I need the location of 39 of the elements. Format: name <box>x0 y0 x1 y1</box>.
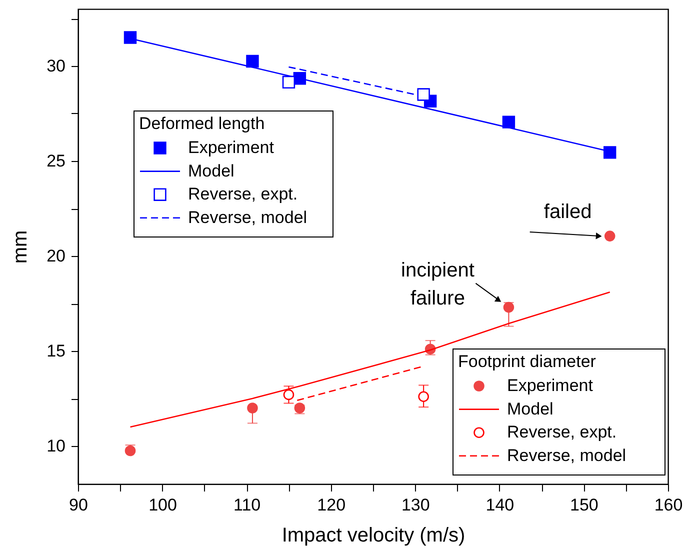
point <box>247 402 258 414</box>
y-axis-title: mm <box>10 230 32 264</box>
annotation: incipient failure <box>401 259 475 310</box>
text: Deformed length <box>139 114 265 133</box>
x-tick-label: 110 <box>234 496 261 514</box>
point <box>417 88 430 101</box>
x-tick-label: 100 <box>148 496 177 514</box>
legend-label: Reverse, expt. <box>507 422 617 442</box>
x-tick-label: 140 <box>486 496 514 514</box>
point <box>124 31 137 44</box>
y-tick-label: 25 <box>46 152 66 170</box>
x-tick-label: 90 <box>69 496 88 514</box>
legend-label: Reverse, expt. <box>188 184 298 204</box>
x-tick-label: 160 <box>654 496 683 514</box>
point <box>503 302 514 313</box>
legend-label: Experiment <box>188 138 274 157</box>
point <box>604 230 616 242</box>
y-tick-label: 10 <box>46 436 66 456</box>
legend-label: Model <box>507 399 554 418</box>
y-tick-label: 20 <box>46 246 66 266</box>
legend-label: Model <box>188 161 234 180</box>
point <box>282 76 296 88</box>
point <box>124 445 136 456</box>
legend-label: Reverse, model <box>188 208 308 227</box>
y-tick-label: 30 <box>46 56 66 76</box>
x-tick-label: 130 <box>401 496 430 514</box>
x-tick-label: 150 <box>570 496 598 514</box>
annotation: failed <box>544 201 592 224</box>
point <box>246 54 259 68</box>
point <box>603 146 616 159</box>
point <box>502 116 516 128</box>
point <box>283 389 294 400</box>
text: Footprint diameter <box>458 352 596 371</box>
x-tick-label: 120 <box>317 496 346 514</box>
y-tick-label: 15 <box>46 342 66 360</box>
point <box>418 391 429 402</box>
legend-label: Reverse, model <box>507 446 626 465</box>
legend-label: Experiment <box>507 376 594 395</box>
x-axis-title: Impact velocity (m/s) <box>282 524 466 546</box>
